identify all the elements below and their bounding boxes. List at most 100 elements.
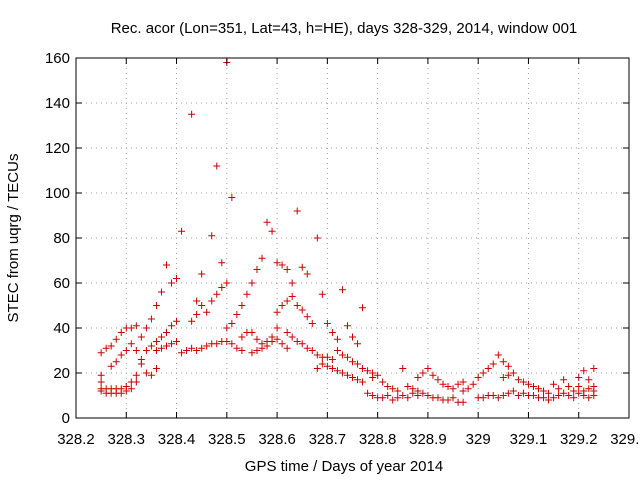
data-point [203,308,211,316]
x-tick-label: 328.4 [158,431,196,448]
data-point [514,376,522,384]
data-point [152,302,160,309]
data-point [248,279,256,287]
data-point [268,338,276,345]
x-tick-label: 328.7 [309,431,347,448]
data-point [459,387,467,395]
data-point [318,360,326,368]
data-point [208,297,216,305]
data-point [198,344,206,352]
data-point [122,347,130,354]
data-point [519,389,527,397]
data-point [585,394,593,402]
data-point [142,369,150,377]
data-point [384,392,392,399]
data-point [349,374,356,381]
data-point [203,342,211,350]
data-point [238,302,246,309]
data-point [479,394,487,402]
data-point [263,218,271,226]
data-point [223,338,231,345]
data-point [474,374,482,381]
data-point [157,333,165,341]
data-point [263,342,271,350]
chart-title: Rec. acor (Lon=351, Lat=43, h=HE), days … [111,20,578,37]
data-point [454,380,462,388]
data-point [575,383,583,390]
data-point [504,371,512,379]
data-point [404,394,412,402]
data-point [328,365,336,372]
data-point [570,387,578,395]
data-point [364,389,372,397]
y-axis-label: STEC from uqrg / TECUs [5,154,22,323]
data-point [429,371,437,379]
data-point [233,344,241,352]
data-point [253,347,261,354]
data-point [238,347,246,354]
data-point [127,385,135,393]
data-point [278,302,286,309]
data-point [198,302,206,309]
data-point [188,344,196,352]
data-point [354,340,362,348]
data-point [409,385,417,393]
data-point [152,347,160,354]
data-point [97,371,105,379]
data-point [449,394,457,402]
y-tick-label: 160 [45,50,70,67]
data-point [540,387,548,395]
data-point [550,394,558,402]
y-tick-labels: 0 20 40 60 80 100 120 140 160 [45,50,70,427]
data-point [489,360,497,368]
data-point [524,380,532,388]
y-tick-label: 40 [53,320,70,337]
x-tick-label: 328.9 [409,431,447,448]
y-tick-label: 140 [45,95,70,112]
data-point [137,333,145,341]
data-point [545,389,553,397]
y-tick-label: 0 [62,410,70,427]
data-point [162,329,170,336]
data-point [243,290,251,298]
data-point [328,356,336,363]
data-point [575,389,583,397]
data-point [499,392,507,399]
data-point [333,367,341,375]
data-point [283,266,291,273]
data-point [157,288,165,296]
data-point [434,394,442,402]
data-point [288,279,296,287]
data-point [223,324,231,332]
data-point [283,329,291,336]
data-point [424,365,432,372]
data-point [343,371,351,379]
data-point [499,374,507,381]
data-point [228,320,236,327]
x-tick-label: 329 [466,431,491,448]
data-point [323,353,331,361]
data-point [354,360,362,368]
data-point [117,329,125,336]
y-tick-label: 120 [45,140,70,157]
data-point [364,367,372,375]
data-point [318,290,326,298]
data-point [193,311,201,318]
data-point [449,385,457,393]
data-point [122,383,130,390]
data-point [178,349,186,357]
data-point [273,308,281,316]
data-point [228,340,236,348]
data-point [168,279,176,287]
data-point [168,340,176,348]
data-point [359,304,367,312]
data-point [288,293,296,300]
data-point [555,385,563,393]
data-point [278,340,286,348]
data-point [288,333,296,341]
data-point [107,342,115,350]
data-point [102,344,110,352]
x-tick-label: 328.6 [258,431,296,448]
data-point [178,227,186,235]
data-point [303,270,311,278]
